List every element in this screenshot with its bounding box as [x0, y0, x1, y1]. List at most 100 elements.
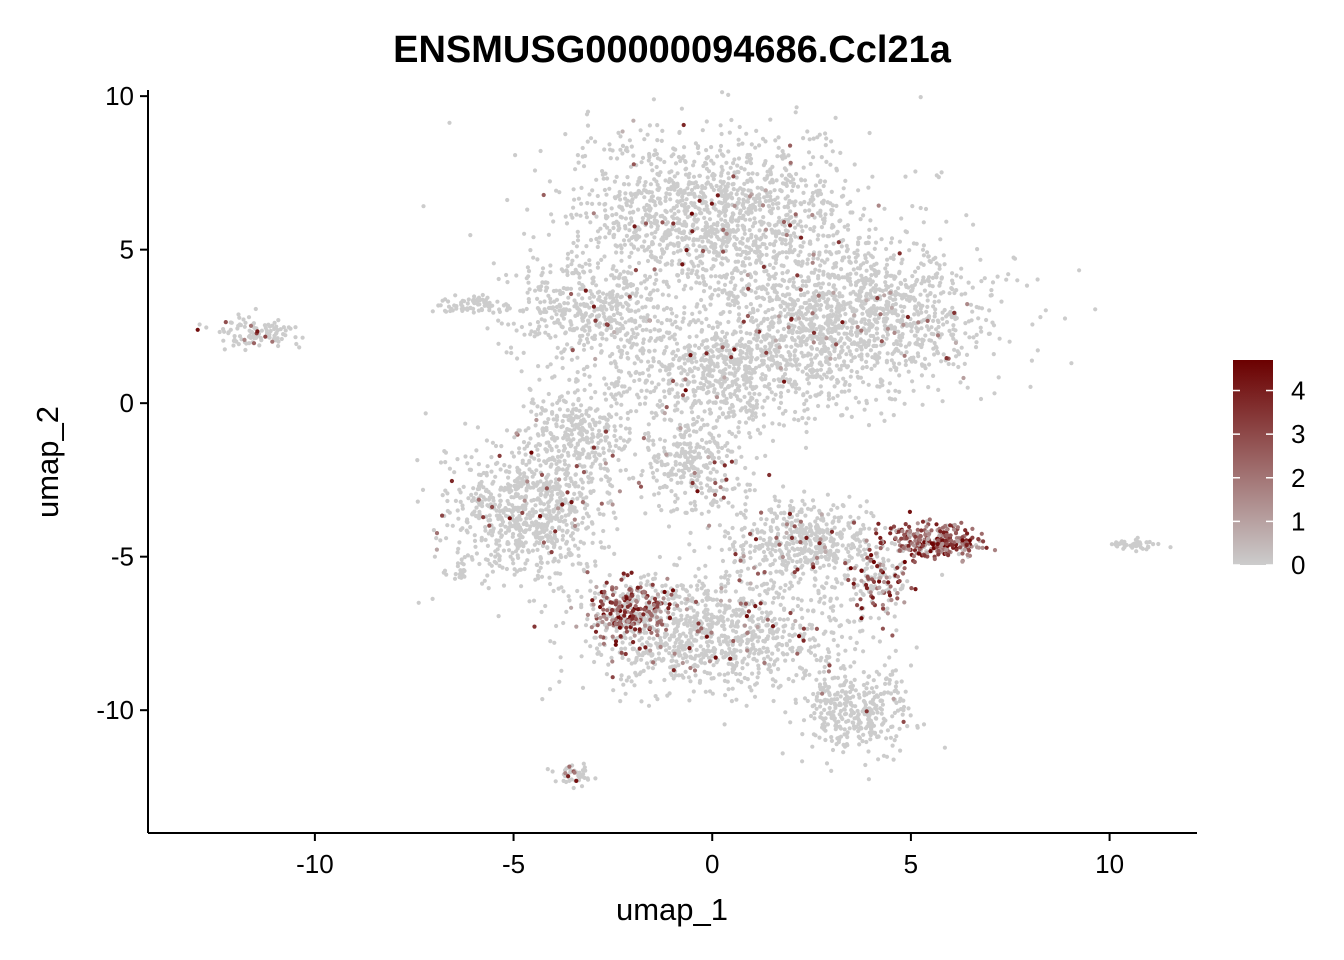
cell-point	[690, 201, 695, 206]
cell-point	[618, 214, 623, 219]
cell-point	[950, 271, 955, 276]
cell-point	[887, 396, 892, 401]
cell-point	[584, 455, 590, 460]
cell-point	[939, 359, 944, 364]
cell-point	[687, 445, 693, 450]
cell-point	[629, 144, 634, 149]
cell-point	[614, 298, 619, 303]
cell-point	[847, 382, 852, 388]
cell-point	[1030, 322, 1035, 327]
cell-point	[722, 210, 728, 215]
cell-point	[572, 390, 578, 395]
cell-point	[873, 226, 878, 231]
cell-point	[884, 358, 890, 363]
cell-point	[736, 366, 741, 371]
cell-point	[691, 374, 696, 379]
cell-point	[573, 445, 578, 450]
cell-point	[571, 482, 576, 487]
cell-point	[811, 136, 816, 141]
cell-point	[800, 228, 805, 234]
cell-point	[804, 429, 809, 435]
cell-point	[504, 350, 509, 355]
cell-point	[536, 569, 541, 574]
cell-point	[606, 412, 612, 417]
cell-point	[725, 258, 731, 263]
cell-point	[704, 316, 709, 322]
cell-point	[663, 216, 668, 221]
cell-point	[689, 259, 694, 264]
cell-point	[821, 314, 826, 319]
cell-point	[932, 294, 938, 299]
cell-point	[722, 335, 728, 340]
cell-point	[818, 384, 823, 389]
cell-point	[792, 380, 797, 386]
cell-point	[838, 338, 843, 343]
cell-point	[538, 463, 543, 468]
cell-point	[1006, 272, 1011, 277]
cell-point	[747, 416, 752, 421]
cell-point	[831, 233, 836, 238]
cell-point	[545, 560, 550, 565]
cell-point	[915, 351, 921, 356]
cell-point	[587, 258, 592, 263]
cell-point	[774, 343, 779, 348]
cell-point	[628, 282, 634, 287]
cell-point	[667, 371, 672, 376]
cell-point	[494, 538, 499, 543]
cell-point	[700, 356, 705, 361]
cell-point	[911, 241, 917, 246]
cell-point	[667, 417, 673, 422]
cell-point	[855, 266, 861, 271]
cell-point	[920, 339, 925, 344]
cell-point	[647, 274, 653, 279]
cell-point	[911, 388, 916, 393]
cell-point	[646, 215, 651, 220]
cell-point	[883, 266, 888, 271]
cell-point	[447, 466, 452, 471]
cell-point	[532, 168, 538, 173]
cell-point	[584, 302, 589, 307]
cell-point	[719, 217, 724, 222]
cell-point	[814, 289, 819, 294]
cell-point	[726, 92, 731, 97]
cell-point	[834, 363, 840, 368]
cell-point	[548, 362, 553, 367]
cell-point	[597, 420, 602, 425]
cell-point	[921, 220, 926, 225]
cell-point	[989, 288, 994, 293]
cell-point	[926, 327, 931, 332]
cell-point	[681, 154, 686, 159]
cell-point	[674, 382, 679, 387]
cell-point	[716, 449, 721, 454]
cell-point	[519, 482, 524, 488]
cell-point	[842, 224, 847, 229]
cell-point	[664, 191, 669, 196]
cell-point	[791, 220, 796, 225]
cell-point	[680, 268, 685, 273]
cell-point	[845, 201, 850, 206]
cell-point	[849, 332, 855, 337]
cell-point	[443, 460, 448, 465]
cell-point	[702, 409, 707, 414]
cell-point	[618, 468, 623, 473]
cell-point	[660, 292, 665, 297]
cell-point	[832, 275, 838, 280]
cell-point	[736, 430, 741, 435]
cell-point	[705, 345, 710, 350]
cell-point	[759, 376, 764, 381]
cell-point	[575, 234, 581, 239]
cell-point	[586, 413, 591, 419]
cell-point	[649, 224, 654, 229]
cell-point	[672, 243, 677, 248]
cell-point	[681, 287, 686, 292]
cell-point	[855, 252, 860, 257]
cell-point	[624, 145, 629, 150]
cell-point	[867, 130, 872, 136]
cell-point	[560, 313, 565, 318]
cell-point	[785, 204, 790, 209]
cell-point	[560, 537, 565, 542]
cell-point	[657, 398, 663, 403]
cell-point	[532, 330, 538, 335]
cell-point	[741, 205, 747, 210]
cell-point	[834, 166, 839, 171]
